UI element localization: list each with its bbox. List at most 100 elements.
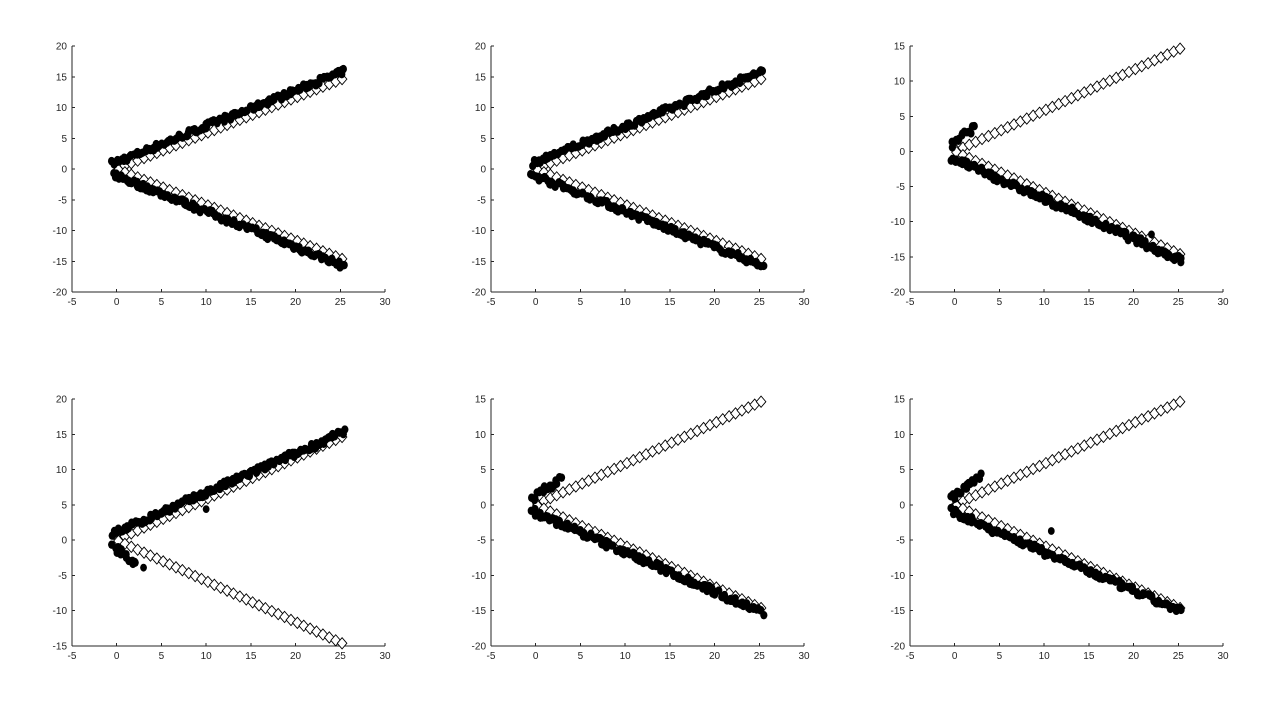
x-tick-label: 10 <box>201 297 213 308</box>
x-tick-label: 5 <box>159 651 165 662</box>
y-tick-label: 10 <box>894 77 906 88</box>
y-tick-label: 5 <box>480 465 486 476</box>
reference-marker <box>304 622 316 635</box>
x-tick-label: 20 <box>1128 297 1140 308</box>
x-tick-label: -5 <box>68 651 77 662</box>
reference-marker <box>1174 42 1186 55</box>
y-tick-label: 10 <box>475 430 487 441</box>
y-tick-label: 20 <box>56 395 68 406</box>
y-tick-label: -15 <box>53 642 68 653</box>
reference-marker <box>132 543 144 557</box>
estimate-point <box>957 488 965 498</box>
x-tick-label: 0 <box>114 297 120 308</box>
x-tick-label: 0 <box>952 651 958 662</box>
x-tick-label: -5 <box>487 297 496 308</box>
reference-marker <box>151 552 163 565</box>
y-tick-label: -15 <box>891 606 906 617</box>
estimate-point <box>758 66 767 76</box>
x-tick-label: -5 <box>487 651 496 662</box>
y-tick-label: -20 <box>53 288 68 299</box>
y-tick-label: 10 <box>475 103 487 114</box>
reference-marker <box>330 634 342 647</box>
y-tick-label: -15 <box>472 257 487 268</box>
y-tick-label: -5 <box>58 571 67 582</box>
x-tick-label: -5 <box>68 297 77 308</box>
x-tick-label: 10 <box>1039 297 1051 308</box>
x-tick-label: 10 <box>201 651 213 662</box>
y-tick-label: 15 <box>894 395 906 406</box>
x-tick-label: 15 <box>245 651 257 662</box>
reference-marker <box>755 395 767 409</box>
reference-marker <box>164 558 175 571</box>
y-tick-label: -10 <box>53 606 68 617</box>
chart-panel-top-right: -5 0 5 10 15 20 25 30 -20 -15 -10 -5 0 5 10 15 <box>891 42 1229 309</box>
reference-marker <box>266 604 278 618</box>
estimate-point <box>339 64 347 74</box>
x-tick-label: 30 <box>1217 297 1229 308</box>
reference-marker <box>247 596 259 609</box>
y-tick-label: 5 <box>61 500 67 511</box>
y-tick-label: 20 <box>56 42 68 53</box>
y-tick-label: -20 <box>891 642 906 653</box>
y-tick-label: -5 <box>896 182 905 193</box>
x-tick-label: 0 <box>533 651 539 662</box>
x-tick-label: 25 <box>1173 651 1185 662</box>
reference-marker <box>196 572 207 586</box>
y-tick-label: 0 <box>480 500 486 511</box>
x-tick-label: -5 <box>906 651 915 662</box>
x-tick-label: 30 <box>798 297 810 308</box>
y-tick-label: -5 <box>477 195 486 206</box>
x-tick-label: 25 <box>1173 297 1185 308</box>
y-tick-label: 20 <box>475 42 487 53</box>
y-tick-label: 5 <box>899 465 905 476</box>
y-tick-label: -20 <box>472 642 487 653</box>
x-tick-label: -5 <box>906 297 915 308</box>
x-tick-label: 20 <box>290 297 302 308</box>
x-tick-label: 0 <box>533 297 539 308</box>
estimate-point <box>1177 258 1185 267</box>
x-tick-label: 15 <box>664 651 676 662</box>
reference-marker <box>170 560 182 574</box>
x-tick-label: 25 <box>754 297 766 308</box>
reference-marker <box>221 584 233 597</box>
reference-marker <box>240 593 252 606</box>
estimate-outlier <box>202 505 210 513</box>
y-tick-label: -15 <box>891 252 906 263</box>
y-tick-label: 5 <box>480 134 486 145</box>
x-tick-label: 0 <box>114 651 120 662</box>
y-tick-label: -10 <box>472 571 487 582</box>
x-tick-label: 30 <box>798 651 810 662</box>
x-tick-label: 5 <box>578 651 584 662</box>
reference-marker <box>336 636 348 650</box>
x-tick-label: 10 <box>620 297 632 308</box>
y-tick-label: -15 <box>472 606 487 617</box>
y-tick-label: 0 <box>480 165 486 176</box>
estimate-point <box>715 586 723 595</box>
estimate-point <box>951 494 959 504</box>
y-tick-label: 15 <box>56 430 68 441</box>
y-tick-label: -5 <box>58 195 67 206</box>
y-tick-label: 15 <box>475 72 487 83</box>
x-tick-label: 25 <box>335 651 347 662</box>
estimate-point <box>760 610 768 620</box>
chart-panel-top-left: -5 0 5 10 15 20 25 30 -20 -15 -10 -5 0 5 10 15 20 <box>53 42 391 309</box>
chart-panel-bottom-middle: -5 0 5 10 15 20 25 30 -20 -15 -10 -5 0 5 10 15 <box>472 395 810 663</box>
reference-marker <box>189 569 201 583</box>
x-tick-label: 5 <box>997 297 1003 308</box>
x-tick-label: 15 <box>664 297 676 308</box>
y-tick-label: -10 <box>53 226 68 237</box>
estimate-point <box>340 260 348 270</box>
y-tick-label: 15 <box>475 395 487 406</box>
y-tick-label: 5 <box>899 112 905 123</box>
chart-panel-bottom-left: -5 0 5 10 15 20 25 30 -15 -10 -5 0 5 10 15 20 <box>53 395 391 663</box>
y-tick-label: 5 <box>61 134 67 145</box>
estimate-point <box>967 129 975 138</box>
y-tick-label: -10 <box>891 217 906 228</box>
x-tick-label: 30 <box>379 651 391 662</box>
y-tick-label: 0 <box>899 147 905 158</box>
y-tick-label: -10 <box>472 226 487 237</box>
estimate-point <box>1177 605 1185 615</box>
x-tick-label: 30 <box>1217 651 1229 662</box>
x-tick-label: 20 <box>709 297 721 308</box>
